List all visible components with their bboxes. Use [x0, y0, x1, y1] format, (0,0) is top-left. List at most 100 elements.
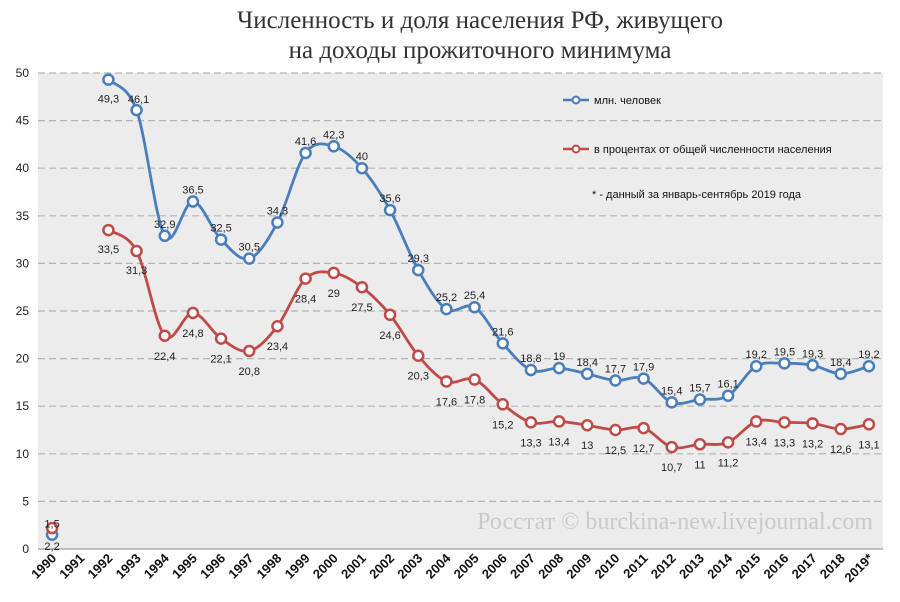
y-tick-label: 35: [16, 209, 30, 223]
x-tick-label: 1993: [113, 551, 144, 582]
data-label: 16,1: [717, 379, 738, 391]
data-point: [412, 263, 425, 277]
series-points: [45, 73, 876, 541]
chart-note: * - данный за январь-сентябрь 2019 года: [592, 189, 802, 201]
data-label: 24,8: [182, 328, 203, 340]
data-point: [271, 319, 284, 333]
data-point: [158, 329, 171, 343]
data-label: 46,1: [128, 94, 149, 106]
data-label: 11,2: [718, 457, 739, 469]
data-point: [440, 375, 453, 388]
data-label: 25,2: [436, 292, 457, 304]
legend-item-mln: млн. человек: [563, 95, 661, 107]
data-label: 15,4: [661, 385, 682, 397]
x-tick-label: 1994: [141, 550, 173, 582]
data-label: 32,5: [210, 223, 231, 235]
data-point: [524, 416, 538, 429]
data-point: [581, 367, 594, 381]
data-label: 13,2: [802, 438, 823, 450]
data-point: [806, 417, 819, 430]
x-tick-label: 1991: [56, 551, 87, 582]
data-point: [552, 361, 566, 375]
data-point: [355, 280, 369, 294]
data-point: [693, 393, 707, 406]
data-point: [862, 418, 876, 431]
data-label: 1,5: [44, 519, 59, 531]
data-point: [130, 103, 143, 117]
chart-title-line-1: Численность и доля населения РФ, живущег…: [237, 7, 723, 34]
chart-title-line-2: на доходы прожиточного минимума: [288, 37, 672, 64]
data-label: 19,3: [802, 348, 823, 360]
data-label: 19: [553, 351, 565, 363]
y-tick-label: 25: [16, 304, 30, 318]
data-label: 22,4: [154, 351, 175, 363]
y-tick-label: 5: [22, 494, 29, 508]
data-label: 33,5: [98, 244, 119, 256]
data-point: [721, 436, 735, 449]
data-label: 35,6: [379, 193, 400, 205]
data-label: 12,5: [605, 445, 626, 457]
x-tick-label: 2008: [535, 551, 566, 582]
legend-marker-pct: [571, 144, 581, 154]
data-label: 18,4: [577, 357, 598, 369]
data-label: 36,5: [182, 185, 203, 197]
grid: [38, 72, 883, 502]
y-tick-label: 30: [16, 256, 30, 270]
legend-label-mln: млн. человек: [594, 95, 661, 107]
data-label: 15,2: [492, 419, 513, 431]
x-tick-label: 1998: [253, 551, 284, 582]
chart-title: Численность и доля населения РФ, живущег…: [0, 6, 900, 66]
data-label: 19,2: [858, 349, 879, 361]
data-point: [186, 195, 200, 208]
data-label: 13,4: [548, 436, 569, 448]
data-point: [440, 302, 453, 316]
x-tick-label: 1997: [225, 551, 256, 582]
legend-label-pct: в процентах от общей численности населен…: [594, 144, 832, 156]
y-tick-label: 40: [16, 161, 30, 175]
data-point: [665, 396, 678, 409]
data-label: 10,7: [661, 462, 682, 474]
legend: млн. человек в процентах от общей числен…: [563, 95, 832, 201]
data-point: [778, 357, 791, 370]
x-tick-label: 2016: [760, 551, 791, 582]
data-label: 49,3: [98, 94, 119, 106]
data-point: [45, 521, 59, 535]
x-tick-label: 2019*: [841, 550, 876, 585]
x-tick-label: 2003: [394, 551, 425, 582]
y-tick-label: 45: [16, 114, 30, 128]
data-label: 12,7: [633, 443, 654, 455]
data-label: 18,8: [520, 353, 541, 365]
data-point: [355, 161, 369, 175]
data-point: [637, 372, 650, 385]
data-label: 28,4: [295, 294, 316, 306]
data-point: [778, 416, 791, 429]
data-point: [271, 216, 284, 229]
x-tick-label: 1992: [84, 551, 115, 582]
data-point: [834, 367, 847, 381]
x-tick-label: 2004: [422, 550, 454, 582]
data-label: 40: [356, 151, 368, 163]
data-label: 17,8: [464, 395, 485, 407]
data-label: 21,6: [492, 326, 513, 338]
data-label: 25,4: [464, 290, 485, 302]
data-label: 17,6: [436, 396, 457, 408]
y-tick-label: 0: [22, 542, 29, 556]
data-point: [496, 337, 509, 350]
data-point: [327, 266, 340, 280]
data-label: 22,1: [210, 354, 231, 366]
data-point: [243, 344, 256, 358]
x-tick-label: 2012: [648, 551, 679, 582]
data-label: 17,9: [633, 362, 654, 374]
data-label: 29: [328, 288, 340, 300]
data-label: 13,3: [520, 437, 541, 449]
x-tick-label: 1999: [282, 551, 313, 582]
data-point: [693, 438, 707, 451]
data-label: 24,6: [379, 330, 400, 342]
data-point: [299, 272, 312, 285]
data-point: [721, 389, 735, 402]
data-label: 13,3: [774, 437, 795, 449]
data-label: 11: [694, 459, 705, 471]
data-point: [214, 233, 228, 246]
data-label: 2,2: [44, 541, 59, 553]
